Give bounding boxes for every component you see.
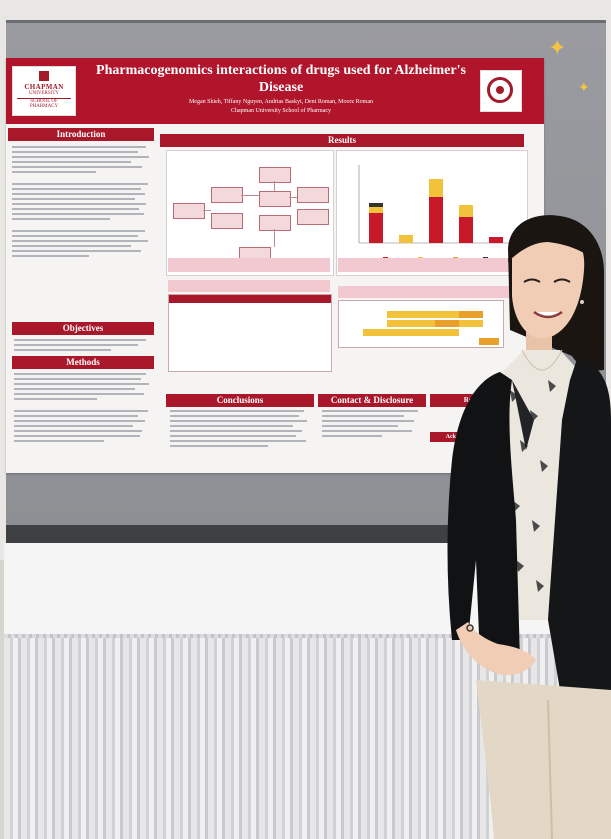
table-2-caption bbox=[338, 286, 524, 298]
objectives-text bbox=[14, 339, 152, 354]
results-heading: Results bbox=[160, 134, 524, 147]
sparkle-icon: ✦ bbox=[578, 80, 590, 96]
table-2-heatmap bbox=[338, 300, 504, 348]
flow-box bbox=[259, 191, 291, 207]
references-heading: References bbox=[430, 394, 530, 407]
university-logo: CHAPMAN UNIVERSITY SCHOOL OF PHARMACY bbox=[12, 66, 76, 116]
introduction-heading: Introduction bbox=[8, 128, 154, 141]
table-skirt bbox=[4, 638, 611, 839]
conclusions-heading: Conclusions bbox=[166, 394, 314, 407]
bar bbox=[369, 207, 383, 213]
contact-heading: Contact & Disclosure bbox=[318, 394, 426, 407]
flow-box bbox=[259, 167, 291, 183]
methods-text bbox=[14, 373, 152, 445]
poster-authors: Megan Shieh, Tiffany Nguyen, Andrias Bas… bbox=[188, 99, 374, 105]
flowchart-panel bbox=[166, 150, 334, 276]
flow-box bbox=[297, 187, 329, 203]
conclusions-text bbox=[170, 410, 310, 450]
table-1 bbox=[168, 294, 332, 372]
bar bbox=[369, 213, 383, 243]
methods-heading: Methods bbox=[12, 356, 154, 369]
sparkle-icon: ✦ bbox=[548, 36, 567, 61]
bar bbox=[459, 217, 473, 243]
poster-header: CHAPMAN UNIVERSITY SCHOOL OF PHARMACY Ph… bbox=[6, 58, 544, 124]
bar-chart bbox=[358, 165, 515, 261]
logo-line-3: SCHOOL OF PHARMACY bbox=[17, 98, 71, 109]
seal-center-icon bbox=[496, 86, 504, 94]
bar bbox=[429, 179, 443, 197]
bar-chart-panel bbox=[336, 150, 528, 276]
seal-ring-icon bbox=[487, 77, 513, 103]
table-surface bbox=[4, 543, 611, 638]
bar bbox=[489, 237, 503, 243]
table-1-caption bbox=[168, 280, 330, 292]
logo-line-1: CHAPMAN bbox=[24, 83, 64, 91]
introduction-text bbox=[12, 146, 152, 260]
bar bbox=[369, 203, 383, 207]
crest-icon bbox=[39, 71, 49, 81]
logo-line-2: UNIVERSITY bbox=[29, 91, 59, 96]
figure-1-caption bbox=[168, 258, 330, 272]
board-base bbox=[6, 525, 606, 543]
bar bbox=[399, 235, 413, 243]
poster-title: Pharmacogenomics interactions of drugs u… bbox=[96, 63, 466, 95]
figure-2-caption bbox=[338, 258, 524, 272]
acknowledgements-heading: Acknowled bbox=[430, 432, 490, 442]
research-poster: CHAPMAN UNIVERSITY SCHOOL OF PHARMACY Ph… bbox=[6, 58, 544, 473]
bar bbox=[429, 197, 443, 243]
poster-affiliation: Chapman University School of Pharmacy bbox=[231, 108, 331, 114]
flow-box bbox=[259, 215, 291, 231]
objectives-heading: Objectives bbox=[12, 322, 154, 335]
bar bbox=[459, 205, 473, 217]
flow-box bbox=[297, 209, 329, 225]
heatmap-grid bbox=[339, 301, 503, 345]
university-seal bbox=[480, 70, 522, 112]
contact-text bbox=[322, 410, 422, 440]
flow-box bbox=[211, 213, 243, 229]
flow-box bbox=[173, 203, 205, 219]
flow-box bbox=[211, 187, 243, 203]
